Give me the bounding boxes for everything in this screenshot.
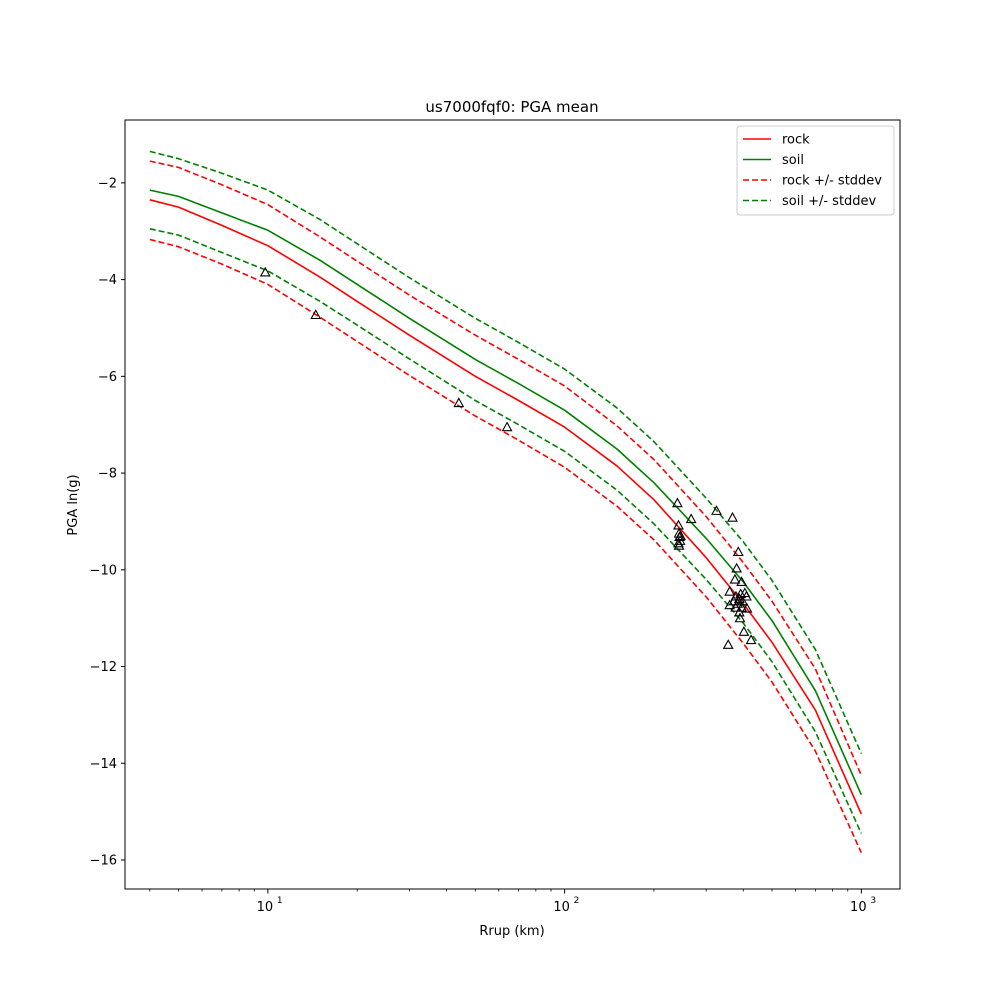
observation-marker [722,639,734,649]
observation-marker [740,590,752,601]
series-line-1 [149,189,863,796]
observation-marker [736,576,748,587]
chart-title: us7000fqf0: PGA mean [425,98,598,116]
observation-marker [731,562,743,573]
observation-marker [675,530,687,541]
series-line-0 [149,199,863,815]
observation-marker [453,397,465,408]
x-tick-exponent: 2 [574,896,580,906]
series-line-2 [149,160,863,776]
x-tick-label: 10 [850,900,867,915]
observation-marker [738,626,750,636]
observation-marker [729,573,741,584]
series-line-3 [149,238,863,854]
legend: rock soil rock +/- stddev soil +/- stddev [736,125,895,216]
y-tick-label: −14 [90,757,117,772]
x-tick-label: 10 [257,900,274,915]
observation-marker [741,602,753,613]
observation-marker [259,266,271,277]
y-tick-label: −8 [98,467,117,482]
observation-marker [501,421,513,432]
legend-label: rock [782,133,810,148]
observation-marker [673,537,684,548]
observation-marker [671,497,683,508]
y-axis-label: PGA ln(g) [66,474,81,535]
series-line-4 [149,150,863,754]
observation-marker [727,511,738,522]
y-tick-label: −12 [90,660,117,675]
x-axis: 10 1 10 2 10 3 [149,889,876,915]
legend-label: rock +/- stddev [782,174,882,189]
x-tick-exponent: 1 [277,896,283,906]
legend-label: soil +/- stddev [782,194,877,209]
y-axis: −2 −4 −6 −8 −10 −12 −14 −16 [90,176,125,868]
legend-label: soil [782,153,804,168]
axes-frame [124,119,901,890]
y-tick-label: −6 [98,370,117,385]
observation-marker [734,612,746,623]
legend-box [736,125,895,216]
observation-marker [724,585,736,596]
observation-marker [711,505,722,515]
y-tick-label: −16 [90,853,117,868]
observation-marker [745,634,757,645]
x-tick-label: 10 [553,900,570,915]
observation-marker [673,539,685,550]
observation-marker [737,595,749,606]
plot-area [149,150,863,854]
observation-marker [730,601,742,612]
y-tick-label: −2 [98,176,117,191]
observation-marker [310,309,322,320]
observation-marker [724,599,736,610]
observation-marker [732,546,744,557]
y-tick-label: −4 [98,273,117,288]
x-axis-label: Rrup (km) [479,924,544,939]
x-tick-exponent: 3 [870,896,876,906]
series-line-5 [149,228,863,834]
y-tick-label: −10 [90,563,117,578]
observation-marker [685,513,697,524]
